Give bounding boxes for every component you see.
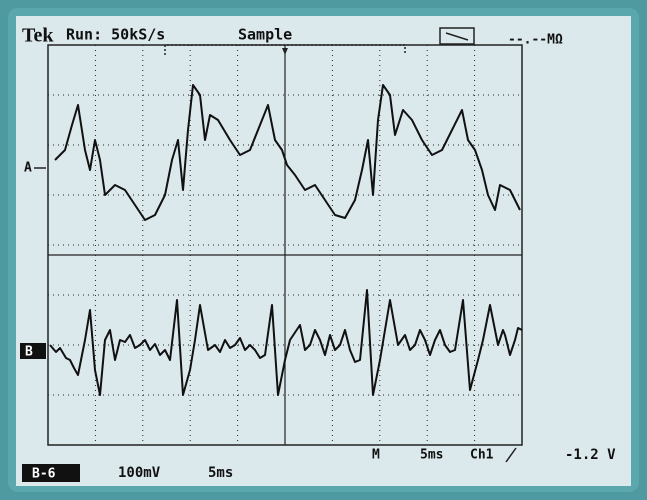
- trigger-slope: [505, 447, 517, 463]
- run-status: Run: 50kS/s: [66, 26, 165, 44]
- waveform-a: [54, 84, 521, 221]
- time-per-div: 5ms: [208, 465, 233, 481]
- trigger-level: -1.2 V: [565, 447, 616, 463]
- trigger-marker: [282, 48, 288, 55]
- timebase: 5ms: [420, 448, 443, 463]
- probe-icon-line: [445, 32, 469, 41]
- probe-icon: [439, 27, 475, 45]
- channel-label: B-6: [32, 467, 56, 482]
- graticule: [47, 44, 523, 446]
- display: [16, 16, 631, 486]
- volts-per-div: 100mV: [118, 465, 161, 481]
- resistance: --.--MΩ: [508, 33, 563, 48]
- acquire-mode: Sample: [238, 26, 292, 44]
- channel-b-marker: B: [25, 345, 33, 360]
- channel-b-box: [20, 343, 46, 359]
- brand: Tek: [22, 25, 54, 47]
- record-bracket: [164, 44, 406, 55]
- channel-a-marker: A: [24, 161, 32, 176]
- waveform-b: [49, 289, 523, 396]
- timebase-marker: M: [372, 448, 380, 463]
- trigger-source: Ch1: [470, 448, 494, 463]
- channel-label-box: [22, 464, 80, 482]
